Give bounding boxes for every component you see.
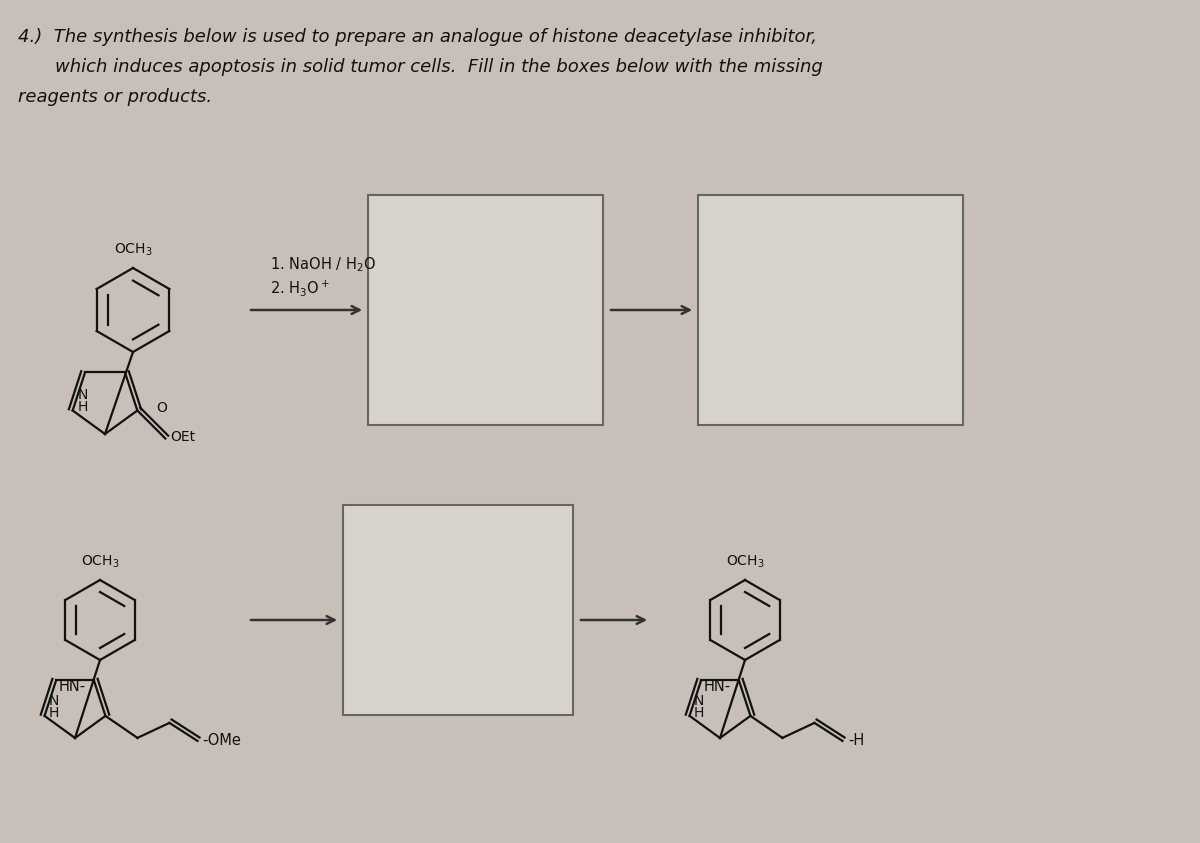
Text: OCH$_3$: OCH$_3$ (114, 242, 152, 258)
Text: -OMe: -OMe (203, 733, 241, 749)
Text: OEt: OEt (170, 429, 196, 443)
Text: O: O (156, 400, 167, 415)
Text: HN-: HN- (703, 679, 731, 694)
Text: 2. H$_3$O$^+$: 2. H$_3$O$^+$ (270, 278, 330, 298)
Text: N: N (694, 694, 704, 708)
Bar (368, 195, 604, 425)
Text: OCH$_3$: OCH$_3$ (80, 554, 119, 570)
Text: N: N (49, 694, 59, 708)
Text: 4.)  The synthesis below is used to prepare an analogue of histone deacetylase i: 4.) The synthesis below is used to prepa… (18, 28, 817, 46)
Text: which induces apoptosis in solid tumor cells.  Fill in the boxes below with the : which induces apoptosis in solid tumor c… (55, 58, 823, 76)
Text: -H: -H (848, 733, 865, 749)
Bar (698, 195, 964, 425)
Text: HN-: HN- (59, 679, 86, 694)
Text: OCH$_3$: OCH$_3$ (726, 554, 764, 570)
Text: N: N (78, 389, 89, 402)
Bar (343, 505, 574, 715)
Text: reagents or products.: reagents or products. (18, 88, 212, 106)
Text: H: H (694, 706, 704, 720)
Text: H: H (49, 706, 59, 720)
Text: 1. NaOH / H$_2$O: 1. NaOH / H$_2$O (270, 255, 376, 274)
Text: H: H (78, 400, 89, 415)
